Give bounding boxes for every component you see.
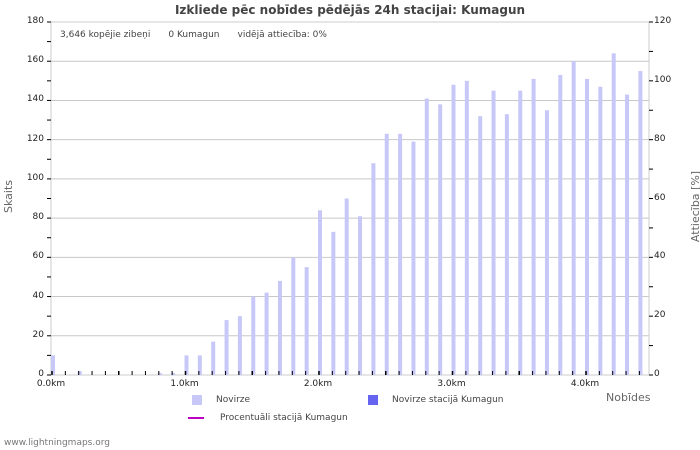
y2-tick-label: 100 (654, 74, 672, 85)
x-tick-label: 0.0km (36, 379, 66, 389)
y-tick-label: 180 (26, 16, 44, 26)
legend-swatch-deviation (192, 395, 202, 405)
legend-item-deviation: Novirze (192, 395, 250, 405)
y-axis-right-title: Attiecība [%] (689, 170, 700, 243)
y2-tick-label: 40 (654, 251, 666, 262)
y-tick-label: 20 (32, 329, 44, 340)
y-tick-label: 80 (32, 212, 44, 223)
stat-total: 3,646 kopējie zibeņi (60, 30, 151, 40)
legend-item-percent-station: Procentuāli stacijā Kumagun (188, 413, 348, 423)
y-axis-left-title: Skaits (2, 180, 15, 213)
footer-source: www.lightningmaps.org (4, 438, 110, 448)
x-tick-label: 1.0km (170, 379, 199, 389)
stat-ratio: vidējā attiecība: 0% (237, 30, 327, 40)
stats-line: 3,646 kopējie zibeņi 0 Kumagun vidējā atti… (60, 30, 345, 40)
legend-line-percent-station (188, 417, 204, 419)
x-tick-label: 2.0km (303, 379, 333, 389)
y2-tick-label: 20 (654, 310, 666, 321)
legend-item-deviation-station: Novirze stacijā Kumagun (368, 395, 504, 405)
chart-title: Izkliede pēc nobīdes pēdējās 24h stacija… (174, 3, 526, 17)
y-tick-label: 120 (26, 133, 44, 144)
y-tick-label: 100 (26, 172, 44, 183)
legend-label-deviation: Novirze (216, 395, 251, 405)
x-axis-title: Nobīdes (606, 391, 651, 404)
legend-swatch-deviation-station (368, 395, 378, 405)
y-tick-label: 0 (38, 369, 44, 379)
legend-label-deviation-station: Novirze stacijā Kumagun (392, 395, 504, 405)
y2-tick-label: 60 (654, 192, 666, 203)
y-tick-label: 40 (32, 290, 44, 301)
y2-tick-label: 120 (654, 16, 672, 26)
y-tick-label: 160 (26, 55, 44, 66)
stat-station: 0 Kumagun (168, 30, 220, 40)
y-tick-label: 60 (32, 251, 44, 262)
x-tick-label: 3.0km (437, 379, 466, 389)
y2-tick-label: 0 (654, 369, 660, 379)
y2-tick-label: 80 (654, 133, 666, 144)
x-tick-label: 4.0km (570, 379, 600, 389)
legend-label-percent-station: Procentuāli stacijā Kumagun (220, 413, 348, 423)
y-tick-label: 140 (26, 94, 44, 105)
